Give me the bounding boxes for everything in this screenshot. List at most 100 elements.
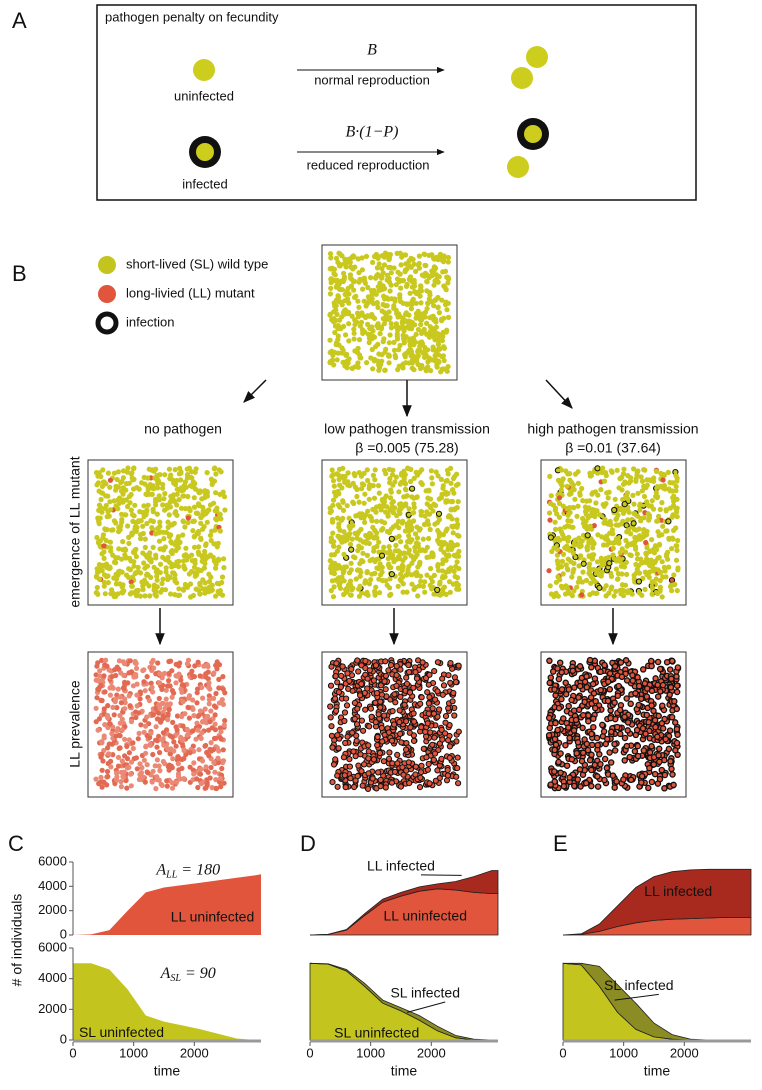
cell [415,564,420,569]
cell [589,784,594,789]
cell [220,674,225,679]
cell [120,570,125,575]
cell [548,535,553,540]
cell [146,503,151,508]
cell [441,255,446,260]
cell [337,262,342,267]
cell [640,488,645,493]
cell [334,566,339,571]
cell [399,472,404,477]
cell [578,553,583,558]
cell [628,701,633,706]
cell [126,566,131,571]
cell [379,725,384,730]
cell [106,751,111,756]
cell [566,557,571,562]
cell [588,524,593,529]
cell [376,770,381,775]
cell [349,284,354,289]
cell [219,766,224,771]
cell [133,709,138,714]
annotation-part: A [155,861,166,878]
cell [222,494,227,499]
cell [165,717,170,722]
cell [351,749,356,754]
cell [454,774,459,779]
cell [446,315,451,320]
cell [614,567,619,572]
cell [368,558,373,563]
cell [447,755,452,760]
cell [192,663,197,668]
cell [122,706,127,711]
cell [373,509,378,514]
cell [392,722,397,727]
cell [417,785,422,790]
cell [599,534,604,539]
cell [127,494,132,499]
cell [595,743,600,748]
cell [181,587,186,592]
column-subtitle: β =0.01 (37.64) [565,440,661,456]
cell [190,484,195,489]
cell [208,552,213,557]
cell [384,493,389,498]
cell [378,699,383,704]
cell [348,592,353,597]
x-tick-label: 2000 [180,1045,209,1060]
cell [555,727,560,732]
cell [663,568,668,573]
cell [404,310,409,315]
cell [203,586,208,591]
cell [373,275,378,280]
cell [134,554,139,559]
cell [405,325,410,330]
cell [648,750,653,755]
cell [143,780,148,785]
cell [575,777,580,782]
cell [635,491,640,496]
cell [622,735,627,740]
cell [330,277,335,282]
cell [607,687,612,692]
cell [195,686,200,691]
cell [131,465,136,470]
cell [165,702,170,707]
cell [374,557,379,562]
cell [105,494,110,499]
cell [404,747,409,752]
cell [352,700,357,705]
cell [157,671,162,676]
cell [341,271,346,276]
cell [391,306,396,311]
cell [559,687,564,692]
cell [340,664,345,669]
cell [211,760,216,765]
cell [425,767,430,772]
cell [566,704,571,709]
normal-label: normal reproduction [314,72,430,87]
cell [573,537,578,542]
cell [332,584,337,589]
x-axis-label: time [154,1063,181,1079]
cell [599,559,604,564]
cell [196,550,201,555]
cell [338,684,343,689]
cell [395,314,400,319]
cell [674,706,679,711]
cell [131,486,136,491]
cell [418,574,423,579]
cell [575,504,580,509]
cell [627,552,632,557]
cell [127,737,132,742]
cell [591,682,596,687]
cell [647,549,652,554]
cell [630,592,635,597]
cell [328,704,333,709]
cell [378,561,383,566]
cell [572,487,577,492]
cell [108,693,113,698]
cell [606,555,611,560]
cell [359,558,364,563]
cell [334,661,339,666]
